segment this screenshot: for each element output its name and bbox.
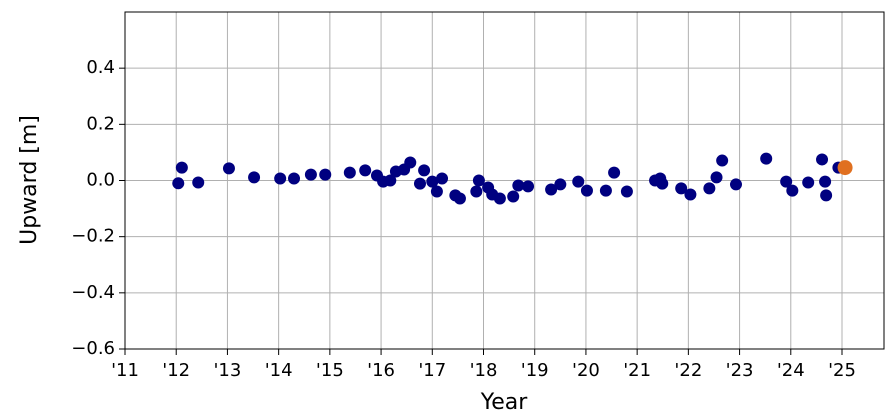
point [572, 175, 585, 188]
point [760, 152, 773, 165]
point [656, 177, 669, 190]
x-tick-label: '11 [111, 360, 139, 381]
point [820, 189, 833, 202]
point [359, 164, 372, 177]
point [304, 168, 317, 181]
plot-frame [124, 11, 885, 350]
x-tick-label: '21 [623, 360, 651, 381]
x-axis-label: Year [480, 390, 529, 414]
point [837, 160, 853, 176]
point [222, 162, 235, 175]
point [684, 188, 697, 201]
point [554, 178, 567, 191]
point [493, 192, 506, 205]
point [430, 185, 443, 198]
point [192, 176, 205, 189]
point [343, 166, 356, 179]
point [703, 182, 716, 195]
point [319, 168, 332, 181]
x-tick-label: '22 [674, 360, 702, 381]
point [545, 183, 558, 196]
point [580, 184, 593, 197]
x-tick-label: '25 [828, 360, 856, 381]
point [418, 164, 431, 177]
x-tick-label: '18 [470, 360, 498, 381]
point [802, 176, 815, 189]
y-tick-label: 0.2 [86, 113, 115, 134]
y-tick-label: −0.2 [71, 226, 115, 247]
x-tick-label: '15 [316, 360, 344, 381]
point [716, 154, 729, 167]
point [172, 177, 185, 190]
point [248, 171, 261, 184]
x-tick-label: '24 [777, 360, 805, 381]
point [384, 174, 397, 187]
x-tick-label: '19 [521, 360, 549, 381]
point [819, 175, 832, 188]
point [453, 192, 466, 205]
point [816, 153, 829, 166]
point [274, 172, 287, 185]
point [599, 184, 612, 197]
x-tick-label: '13 [213, 360, 241, 381]
point [710, 171, 723, 184]
point [780, 175, 793, 188]
y-tick-label: 0.0 [86, 170, 115, 191]
point [675, 182, 688, 195]
point [786, 184, 799, 197]
point [608, 166, 621, 179]
y-axis-label: Upward [m] [17, 115, 42, 245]
point [522, 180, 535, 193]
point [729, 178, 742, 191]
point [426, 175, 439, 188]
x-tick-label: '16 [367, 360, 395, 381]
point [404, 156, 417, 169]
point [620, 185, 633, 198]
y-tick-label: 0.4 [86, 57, 115, 78]
point [512, 179, 525, 192]
x-tick-label: '17 [418, 360, 446, 381]
point [436, 172, 449, 185]
x-tick-label: '14 [265, 360, 293, 381]
point [413, 177, 426, 190]
point [288, 172, 301, 185]
x-tick-label: '12 [162, 360, 190, 381]
y-tick-label: −0.6 [71, 338, 115, 359]
point [507, 190, 520, 203]
point [470, 185, 483, 198]
x-tick-label: '20 [572, 360, 600, 381]
point [175, 161, 188, 174]
y-tick-label: −0.4 [71, 282, 115, 303]
point [472, 174, 485, 187]
x-tick-label: '23 [726, 360, 754, 381]
